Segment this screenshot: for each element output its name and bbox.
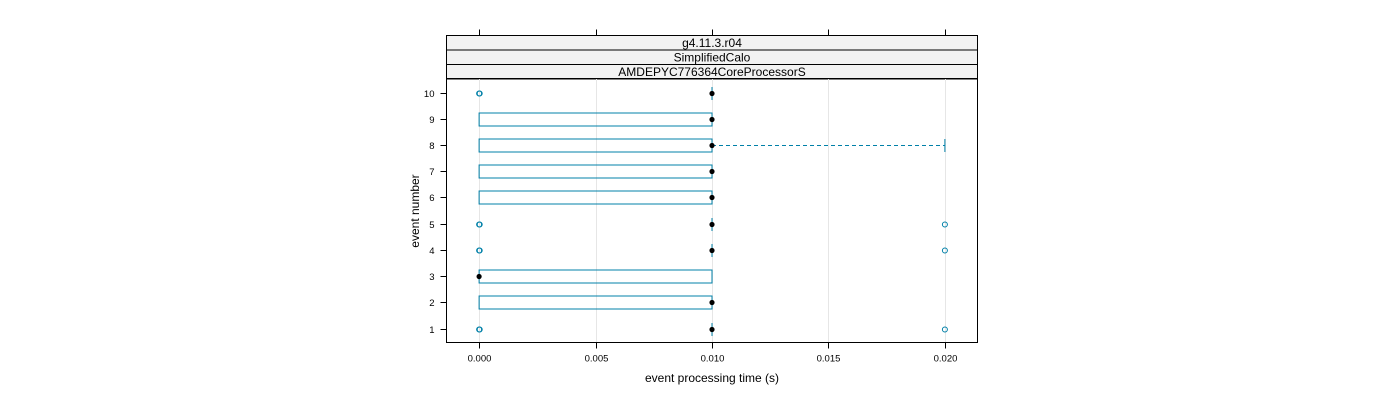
box-iqr [478, 164, 713, 179]
median-point [709, 326, 715, 333]
median-point [709, 221, 715, 228]
y-axis-title: event number [408, 174, 422, 247]
y-tick-label: 10 [424, 89, 435, 100]
median-point [476, 273, 482, 280]
strip-label: g4.11.3.r04 [682, 36, 742, 50]
y-tick-label: 7 [429, 167, 434, 178]
x-tick-label: 0.015 [817, 354, 841, 365]
box-event-7 [478, 164, 715, 179]
y-tick-label: 8 [429, 141, 434, 152]
median-point [709, 90, 715, 97]
strip-headers: g4.11.3.r04SimplifiedCaloAMDEPYC776364Co… [446, 35, 978, 80]
median-point [709, 142, 715, 149]
y-tick-label: 3 [429, 272, 434, 283]
x-tick-label: 0.020 [934, 354, 958, 365]
box-event-6 [478, 190, 715, 205]
box-iqr [478, 190, 713, 205]
boxes [476, 87, 948, 336]
box-event-8 [478, 138, 946, 153]
outlier-point [476, 326, 483, 333]
box-event-9 [478, 112, 715, 127]
x-tick-label: 0.010 [701, 354, 725, 365]
box-event-4 [476, 244, 948, 257]
box-event-3 [476, 269, 713, 284]
median-point [709, 299, 715, 306]
y-tick-label: 1 [429, 325, 434, 336]
y-tick-label: 6 [429, 193, 434, 204]
x-tick-label: 0.000 [468, 354, 492, 365]
y-axis: 1 2 3 4 5 6 7 8 9 10 [424, 89, 447, 336]
x-axis: 0.000 0.005 0.010 0.015 0.020 [468, 342, 958, 365]
y-tick-label: 2 [429, 298, 434, 309]
top-axis-ticks [479, 29, 946, 36]
y-tick-label: 5 [429, 220, 434, 231]
strip-label: AMDEPYC776364CoreProcessorS [618, 65, 805, 79]
box-iqr [478, 269, 713, 284]
outlier-point [476, 247, 483, 254]
median-point [709, 116, 715, 123]
outlier-point [476, 221, 483, 228]
box-iqr [478, 295, 713, 310]
strip-label: SimplifiedCalo [674, 51, 751, 65]
outlier-point [941, 326, 948, 333]
x-axis-title: event processing time (s) [645, 371, 779, 385]
box-iqr [478, 138, 713, 153]
median-point [709, 247, 715, 254]
box-event-10 [476, 87, 715, 100]
plot-panel [446, 78, 978, 343]
box-event-2 [478, 295, 715, 310]
outlier-point [941, 221, 948, 228]
outlier-point [941, 247, 948, 254]
box-event-5 [476, 218, 948, 231]
y-tick-label: 4 [429, 246, 434, 257]
box-event-1 [476, 323, 948, 336]
y-tick-label: 9 [429, 115, 434, 126]
median-point [709, 194, 715, 201]
box-iqr [478, 112, 713, 127]
outlier-point [476, 90, 483, 97]
x-tick-label: 0.005 [585, 354, 609, 365]
median-point [709, 168, 715, 175]
